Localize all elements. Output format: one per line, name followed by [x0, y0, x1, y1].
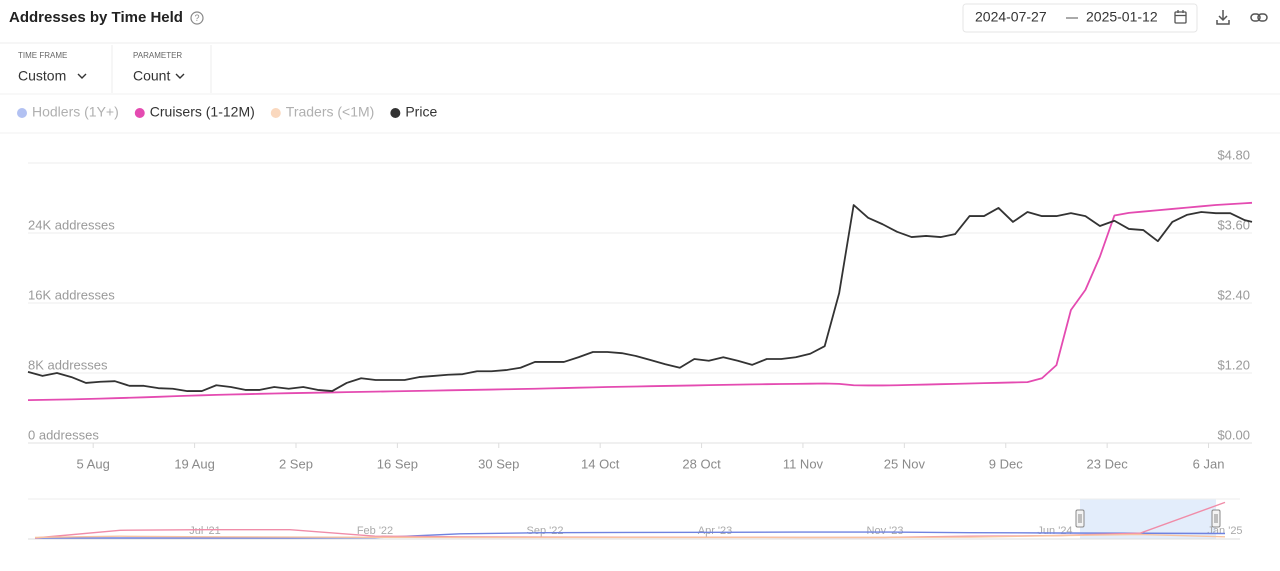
help-icon[interactable] [190, 11, 204, 25]
legend-marker[interactable] [390, 108, 401, 118]
legend-label[interactable]: Traders (<1M) [286, 104, 375, 120]
navigator-label: Apr '23 [698, 525, 733, 537]
control-label: PARAMETER [133, 51, 182, 60]
y-tick-label: 0 addresses [28, 427, 99, 442]
control-value[interactable]: Count [133, 68, 170, 84]
x-tick-label: 19 Aug [174, 456, 215, 471]
series-line [27, 201, 1253, 402]
y2-tick-label: $4.80 [1217, 147, 1250, 162]
control-value[interactable]: Custom [18, 68, 66, 84]
dropdown-chevron[interactable] [77, 73, 87, 79]
x-tick-label: 2 Sep [279, 456, 313, 471]
series-line [27, 204, 1253, 392]
navigator-label: Feb '22 [357, 525, 393, 537]
legend-marker[interactable] [270, 108, 281, 118]
navigator-line [34, 533, 1226, 539]
y-tick-label: 8K addresses [28, 357, 108, 372]
navigator-label: Jul '21 [189, 525, 220, 537]
download-icon[interactable] [1216, 10, 1230, 25]
x-tick-label: 25 Nov [884, 456, 926, 471]
navigator-label: Sep '22 [527, 525, 564, 537]
date-to[interactable]: 2025-01-12 [1086, 9, 1158, 25]
x-tick-label: 9 Dec [989, 456, 1023, 471]
legend-label[interactable]: Cruisers (1-12M) [150, 104, 255, 120]
y2-tick-label: $1.20 [1217, 357, 1250, 372]
y2-tick-label: $2.40 [1217, 287, 1250, 302]
link-icon[interactable] [1250, 13, 1268, 22]
x-tick-label: 11 Nov [783, 456, 824, 471]
date-from[interactable]: 2024-07-27 [975, 9, 1047, 25]
chart-title: Addresses by Time Held [9, 9, 183, 26]
x-tick-label: 30 Sep [478, 456, 519, 471]
x-tick-label: 23 Dec [1087, 456, 1129, 471]
legend-label[interactable]: Price [405, 104, 437, 120]
legend-label[interactable]: Hodlers (1Y+) [32, 104, 119, 120]
x-tick-label: 28 Oct [682, 456, 721, 471]
navigator-handle[interactable] [1211, 509, 1221, 528]
x-tick-label: 5 Aug [77, 456, 110, 471]
y2-tick-label: $3.60 [1217, 217, 1250, 232]
y-tick-label: 24K addresses [28, 217, 115, 232]
x-tick-label: 6 Jan [1193, 456, 1225, 471]
y-tick-label: 16K addresses [28, 287, 115, 302]
navigator-selection[interactable] [1080, 499, 1216, 539]
y2-tick-label: $0.00 [1217, 427, 1250, 442]
navigator-label: Jun '24 [1037, 525, 1072, 537]
control-label: TIME FRAME [18, 51, 67, 60]
legend-marker[interactable] [17, 108, 27, 118]
dropdown-chevron[interactable] [175, 73, 185, 79]
calendar-icon[interactable] [1174, 10, 1187, 24]
navigator-line [35, 531, 1226, 539]
date-range-box[interactable] [962, 3, 1198, 33]
navigator-handle[interactable] [1075, 509, 1085, 528]
x-tick-label: 14 Oct [581, 456, 620, 471]
help-icon-mark: ? [194, 13, 199, 23]
x-tick-label: 16 Sep [377, 456, 418, 471]
legend-marker[interactable] [134, 108, 145, 118]
navigator-label: Nov '23 [867, 525, 904, 537]
